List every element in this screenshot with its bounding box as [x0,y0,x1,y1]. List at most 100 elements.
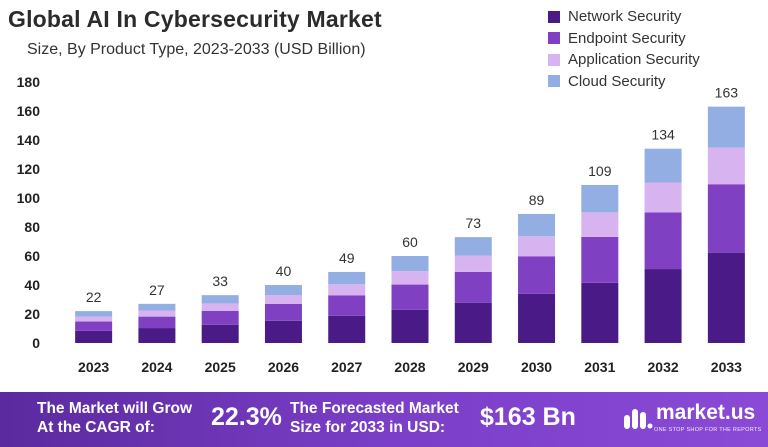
bar-application-security-2027 [328,284,366,296]
cagr-value: 22.3% [211,403,282,431]
bar-cloud-security-2024 [138,303,176,311]
chart-title: Global AI In Cybersecurity Market [8,6,382,32]
data-label-2032: 134 [651,127,675,143]
x-tick-label-2027: 2027 [331,359,362,375]
legend-label-endpoint-security: Endpoint Security [568,29,686,47]
y-tick-label-160: 160 [17,103,41,119]
x-tick-label-2031: 2031 [584,359,615,375]
legend-item-endpoint-security: Endpoint Security [548,28,700,50]
data-label-2027: 49 [339,250,355,266]
bar-endpoint-security-2027 [328,295,366,316]
legend-swatch-cloud-security [548,75,560,88]
bar-endpoint-security-2030 [518,256,556,294]
bar-cloud-security-2023 [75,311,113,317]
bar-network-security-2031 [581,282,619,343]
y-tick-label-80: 80 [24,219,40,235]
x-tick-label-2026: 2026 [268,359,299,375]
logo-name: market.us [656,401,756,424]
legend-label-cloud-security: Cloud Security [568,72,666,90]
bar-application-security-2024 [138,310,176,317]
bar-cloud-security-2025 [201,295,239,304]
bar-application-security-2028 [391,271,429,285]
bar-application-security-2025 [201,303,239,311]
legend-label-application-security: Application Security [568,51,700,69]
data-label-2033: 163 [715,85,739,101]
y-tick-label-20: 20 [24,306,40,322]
cagr-label: The Market will Grow At the CAGR of: [37,399,192,437]
bar-application-security-2030 [518,236,556,257]
legend-item-cloud-security: Cloud Security [548,71,700,93]
forecast-label-line2: Size for 2033 in USD: [290,419,446,436]
x-tick-label-2025: 2025 [205,359,236,375]
legend-swatch-network-security [548,10,560,23]
bar-endpoint-security-2023 [75,321,113,331]
bar-endpoint-security-2033 [707,184,745,253]
forecast-label: The Forecasted Market Size for 2033 in U… [290,399,459,437]
bar-cloud-security-2033 [707,106,745,148]
bar-cloud-security-2032 [644,148,682,183]
legend-swatch-application-security [548,53,560,66]
bar-application-security-2026 [264,295,302,304]
legend-swatch-endpoint-security [548,32,560,45]
bar-application-security-2023 [75,316,113,322]
y-tick-label-60: 60 [24,248,40,264]
data-label-2031: 109 [588,163,612,179]
bar-cloud-security-2028 [391,256,429,272]
bar-cloud-security-2030 [518,213,556,237]
x-tick-label-2028: 2028 [394,359,425,375]
forecast-label-line1: The Forecasted Market [290,400,459,417]
cagr-label-line2: At the CAGR of: [37,419,155,436]
bar-endpoint-security-2026 [264,303,302,321]
bar-network-security-2026 [264,320,302,343]
y-tick-label-0: 0 [32,335,40,351]
bar-endpoint-security-2029 [454,271,492,303]
legend-item-application-security: Application Security [548,49,700,71]
legend-item-network-security: Network Security [548,6,700,28]
bar-network-security-2024 [138,328,176,343]
bar-network-security-2025 [201,324,239,343]
data-label-2026: 40 [276,263,292,279]
footer-banner: The Market will Grow At the CAGR of: 22.… [0,392,768,447]
bar-application-security-2031 [581,212,619,237]
x-tick-label-2030: 2030 [521,359,552,375]
data-label-2030: 89 [529,192,545,208]
legend-label-network-security: Network Security [568,8,682,26]
logo-tagline: ONE STOP SHOP FOR THE REPORTS [654,427,762,433]
bar-endpoint-security-2025 [201,310,239,325]
bar-network-security-2027 [328,315,366,343]
x-tick-label-2033: 2033 [711,359,742,375]
market-us-logo-icon [624,409,653,429]
bar-cloud-security-2031 [581,184,619,213]
x-tick-label-2024: 2024 [141,359,172,375]
bar-endpoint-security-2024 [138,316,176,329]
bar-network-security-2033 [707,252,745,343]
data-label-2029: 73 [465,215,481,231]
bar-cloud-security-2029 [454,237,492,256]
stacked-bar-chart: 0 20 40 60 80 100 120 140 160 180 22 2023 27 2024 33 20… [17,74,745,375]
legend: Network Security Endpoint Security Appli… [548,6,700,92]
cagr-label-line1: The Market will Grow [37,400,193,417]
forecast-value: $163 Bn [480,403,576,431]
bar-network-security-2032 [644,269,682,343]
bar-application-security-2029 [454,255,492,272]
bar-endpoint-security-2028 [391,284,429,310]
data-label-2023: 22 [86,289,102,305]
x-tick-label-2032: 2032 [648,359,679,375]
bar-endpoint-security-2031 [581,236,619,283]
x-tick-label-2029: 2029 [458,359,489,375]
x-tick-label-2023: 2023 [78,359,109,375]
y-tick-label-40: 40 [24,277,40,293]
y-tick-label-180: 180 [17,74,41,90]
bar-network-security-2028 [391,309,429,343]
data-label-2025: 33 [212,273,228,289]
bar-cloud-security-2026 [264,285,302,296]
bar-network-security-2029 [454,302,492,343]
y-tick-label-120: 120 [17,161,41,177]
y-tick-label-140: 140 [17,132,41,148]
bar-network-security-2030 [518,293,556,343]
bar-network-security-2023 [75,330,113,343]
y-tick-label-100: 100 [17,190,41,206]
data-label-2028: 60 [402,234,418,250]
bar-application-security-2033 [707,147,745,185]
chart-subtitle: Size, By Product Type, 2023-2033 (USD Bi… [27,41,366,58]
